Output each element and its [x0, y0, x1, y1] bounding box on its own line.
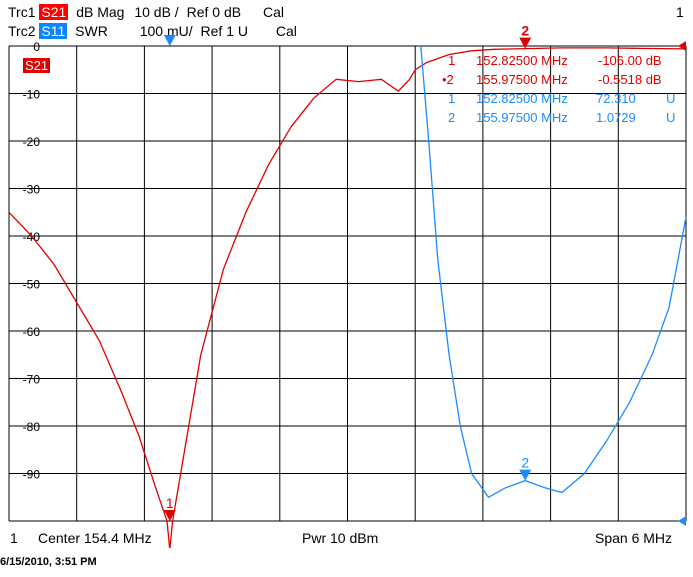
marker-1-s21-triangle [163, 510, 176, 521]
trc1-format[interactable]: dB Mag [76, 4, 125, 20]
y-tick-label: -70 [23, 373, 41, 387]
marker-1-s21-label: 1 [166, 495, 174, 511]
footer-channel: 1 [10, 530, 18, 546]
trc2-label: Trc2 [8, 23, 36, 39]
marker-row-frequency: 155.97500 MHz [476, 110, 568, 125]
y-tick-label: -30 [23, 183, 41, 197]
s21-trace-tag[interactable]: S21 [23, 58, 51, 73]
marker-row-frequency: 155.97500 MHz [476, 72, 568, 87]
trc2-scale[interactable]: 100 mU/ [139, 23, 193, 39]
series-line-s21 [8, 47, 687, 548]
y-tick-label: -20 [23, 135, 41, 149]
y-tick-label: -60 [23, 325, 41, 339]
marker-row-number: 2 [448, 110, 456, 125]
y-tick-label: -50 [23, 278, 41, 292]
channel-number: 1 [676, 4, 684, 20]
marker-row-unit: U [666, 110, 676, 125]
s11-ref-arrow [678, 516, 686, 526]
marker-row-number: 1 [448, 91, 456, 106]
marker-row-number: 1 [448, 53, 456, 68]
trc1-scale[interactable]: 10 dB / [134, 4, 179, 20]
trc1-header: Trc1 S21 dB Mag 10 dB / Ref 0 dB Cal [8, 4, 284, 20]
marker-2-s21-label: 2 [521, 23, 529, 39]
y-tick-label: -10 [23, 88, 41, 102]
marker-2-s21-triangle [519, 37, 532, 49]
network-analyzer-chart: 0 -10 -20 -30 -40 -50 -60 -70 -80 -90 1 2 2 [8, 23, 687, 548]
marker-row-number: •2 [442, 72, 454, 87]
trc2-cal: Cal [275, 23, 297, 39]
y-tick-label: -90 [23, 468, 41, 482]
footer-center[interactable]: Center 154.4 MHz [38, 530, 152, 546]
trc1-param-badge[interactable]: S21 [39, 4, 69, 20]
trc1-ref[interactable]: Ref 0 dB [186, 4, 242, 20]
marker-row-value: -106.00 dB [598, 53, 662, 68]
trc2-format[interactable]: SWR [75, 23, 108, 39]
marker-2-s11-label: 2 [521, 455, 529, 471]
marker-row-frequency: 152.82500 MHz [476, 91, 568, 106]
marker-row-value: 1.0729 [596, 110, 636, 125]
trc1-label: Trc1 [8, 4, 36, 20]
y-tick-label: -40 [23, 230, 41, 244]
trc2-header: Trc2 S11 SWR 100 mU/ Ref 1 U Cal [8, 23, 297, 39]
marker-row-frequency: 152.82500 MHz [476, 53, 568, 68]
y-tick-label: -80 [23, 420, 41, 434]
footer-span[interactable]: Span 6 MHz [595, 530, 673, 546]
marker-1-s11-triangle [163, 35, 176, 46]
s21-ref-arrow [678, 41, 686, 51]
marker-row-unit: U [666, 91, 676, 106]
y-tick-label: 0 [33, 40, 40, 54]
marker-row-value: -0.5518 dB [598, 72, 662, 87]
timestamp: 6/15/2010, 3:51 PM [0, 556, 97, 568]
footer-power[interactable]: Pwr 10 dBm [302, 530, 379, 546]
trc1-cal: Cal [262, 4, 284, 20]
marker-row-value: 72.310 [596, 91, 636, 106]
trc2-param-badge[interactable]: S11 [39, 23, 68, 39]
marker-2-s11-triangle [519, 469, 532, 481]
trc2-ref[interactable]: Ref 1 U [200, 23, 248, 39]
